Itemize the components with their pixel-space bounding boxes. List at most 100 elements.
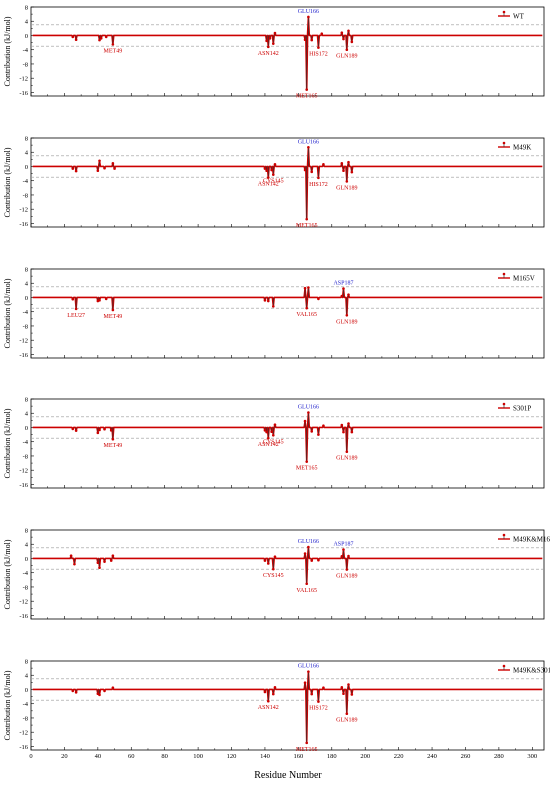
point-marker [347,422,350,425]
point-marker [273,31,277,35]
data-point [322,424,325,428]
data-point [345,35,349,52]
data-point [345,558,349,571]
data-point [307,286,310,298]
data-point [71,35,75,39]
data-point [322,686,325,690]
y-tick-label: -8 [23,192,28,199]
x-tick-label: 200 [360,753,370,760]
point-marker [310,559,314,562]
legend: S301P [498,402,531,413]
plot-frame [30,268,545,359]
y-axis-label: Contribution (kJ/mol) [3,278,12,348]
data-point [270,427,273,434]
data-point [263,427,267,432]
point-marker [111,554,115,557]
data-point [273,31,277,36]
x-tick-label: 0 [29,753,32,760]
point-marker [271,173,275,176]
data-point [317,558,320,562]
data-point [98,427,101,432]
point-marker [305,582,309,586]
residue-label: MET165 [296,223,318,229]
point-marker [305,88,309,91]
point-marker [342,169,345,173]
data-point [113,166,116,170]
point-marker [266,699,270,703]
y-tick-label: -12 [19,468,28,475]
data-point [96,558,100,565]
y-axis-label: Contribution (kJ/mol) [3,16,12,86]
data-point [98,159,101,167]
data-point [342,427,345,434]
y-tick-label: -12 [19,338,28,345]
point-marker [74,307,78,311]
data-point [303,552,307,559]
data-point [266,427,270,440]
panel-wt: 8 4 0 -4 -8 -12 -16 Contribution (kJ/mol) MET49 A… [3,5,545,100]
data-point [111,427,115,441]
point-marker [271,567,275,571]
data-point [73,558,76,566]
data-point [263,558,267,562]
point-marker [263,690,267,694]
point-marker [99,37,103,40]
y-tick-label: 4 [25,281,29,288]
point-marker [104,297,108,301]
point-marker [263,559,267,562]
data-point [347,554,350,559]
data-point [310,689,314,696]
point-marker [271,42,275,45]
data-point [265,166,268,173]
residue-label: MET165 [296,466,318,472]
data-point [345,166,349,183]
point-marker [307,15,310,19]
point-marker [266,436,270,440]
y-tick-label: 0 [25,687,28,694]
y-axis-label: Contribution (kJ/mol) [3,408,12,478]
point-marker [305,741,309,745]
y-tick-label: -12 [19,207,28,214]
point-marker [103,427,106,431]
data-point [71,689,75,693]
data-point [98,689,101,697]
point-marker [96,561,100,565]
point-marker [266,299,270,303]
x-tick-label: 60 [128,753,135,760]
data-point [347,160,350,167]
x-tick-label: 120 [227,753,237,760]
point-marker [307,545,310,549]
data-point [111,554,115,559]
data-point [273,423,277,428]
point-marker [74,691,78,694]
legend-marker [502,272,506,276]
data-point [345,297,349,317]
y-tick-label: 8 [25,136,28,143]
legend-label: WT [513,13,525,21]
data-point [268,35,272,40]
point-marker [340,423,344,427]
y-tick-label: -4 [23,178,29,185]
plot-frame [30,6,545,97]
x-tick-label: 260 [461,753,471,760]
point-marker [305,460,309,463]
data-point [305,35,309,91]
point-marker [340,294,344,298]
data-point [340,31,344,36]
point-marker [322,686,325,689]
point-marker [317,176,320,180]
data-point [307,145,310,167]
point-marker [320,32,324,35]
point-marker [350,693,354,696]
residue-label: CYS145 [263,179,284,185]
point-marker [350,430,354,434]
point-marker [340,31,344,34]
data-point [307,545,310,559]
residue-label: GLN189 [336,718,357,724]
point-marker [303,38,307,42]
residue-label: GLU166 [298,139,319,145]
data-point [273,555,277,559]
y-tick-label: -4 [23,439,29,446]
y-tick-label: 8 [25,397,28,404]
contribution-line [32,146,543,220]
